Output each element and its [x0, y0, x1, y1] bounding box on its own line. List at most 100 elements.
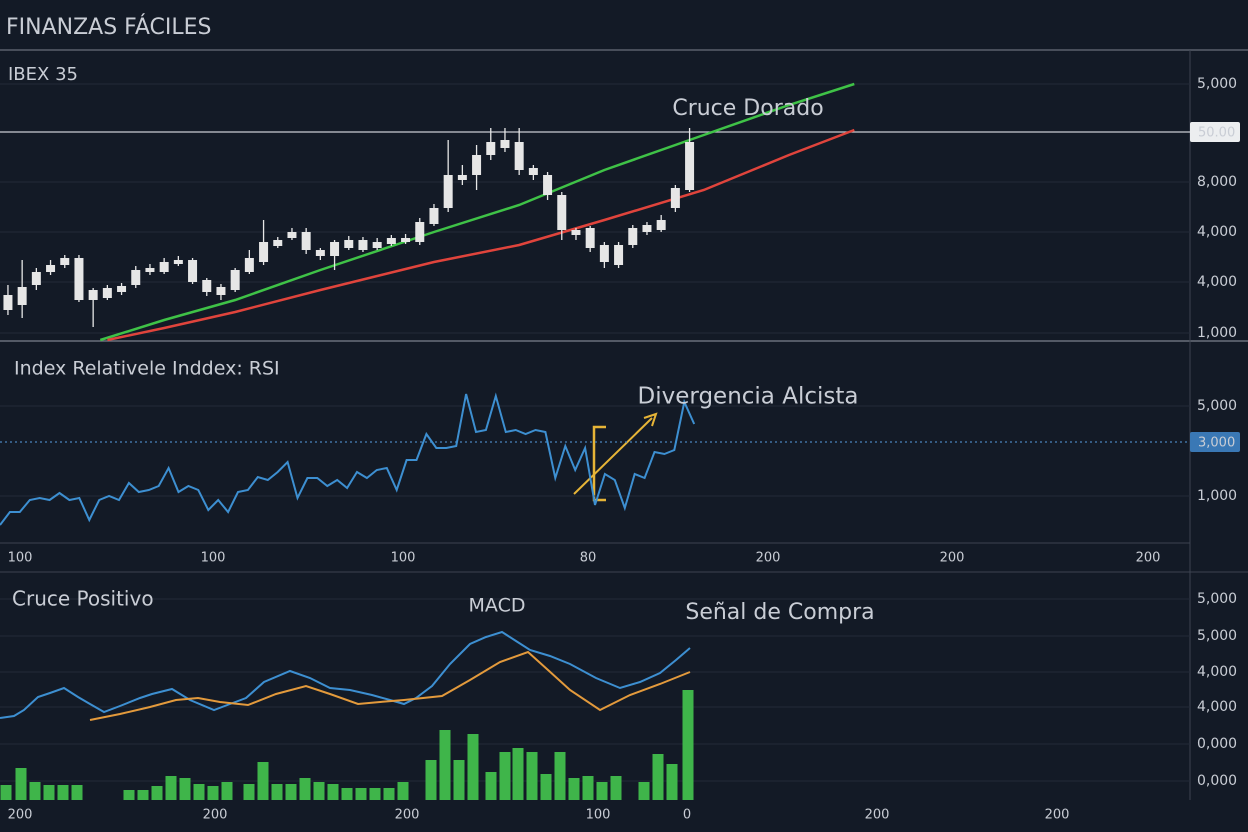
candle-body: [472, 155, 482, 175]
histogram-bar: [257, 762, 269, 800]
time-axis-label: 200: [756, 551, 781, 566]
histogram-bar: [137, 790, 149, 800]
candle-body: [670, 188, 680, 208]
candle-body: [31, 272, 41, 285]
candle-body: [500, 140, 510, 148]
histogram-bar: [467, 734, 479, 800]
histogram-bar: [151, 786, 163, 800]
annotation: Cruce Dorado: [672, 96, 823, 121]
histogram-bar: [439, 730, 451, 800]
histogram-bar: [15, 768, 27, 800]
rsi-line: [0, 392, 696, 526]
candle-body: [287, 232, 297, 238]
candle-body: [244, 258, 254, 272]
histogram-bar: [243, 784, 255, 800]
candle-body: [173, 260, 183, 264]
histogram-bar: [512, 748, 524, 800]
candle-body: [74, 258, 84, 300]
histogram-bar: [43, 785, 55, 800]
candle-body: [259, 242, 269, 262]
histogram-bar: [610, 776, 622, 800]
candle-body: [557, 195, 567, 230]
histogram-bar: [383, 788, 395, 800]
price-axis-label: 5,000: [1197, 591, 1237, 607]
histogram-bar: [682, 690, 694, 800]
candle-body: [614, 245, 624, 265]
histogram-bar: [271, 784, 283, 800]
histogram-bar: [179, 778, 191, 800]
price-axis-label: 0,000: [1197, 773, 1237, 789]
candle-body: [642, 225, 652, 232]
candle-body: [145, 268, 155, 272]
time-axis-label: 200: [203, 808, 228, 823]
histogram-bar: [638, 782, 650, 800]
time-axis-label: 200: [940, 551, 965, 566]
candle-body: [17, 287, 27, 305]
histogram-bar: [327, 784, 339, 800]
price-axis-label: 4,000: [1197, 224, 1237, 240]
candle-body: [656, 220, 666, 230]
candle-body: [131, 270, 141, 285]
histogram-bar: [397, 782, 409, 800]
panel-label: Cruce Positivo: [12, 587, 154, 611]
price-badge: [1190, 122, 1240, 142]
time-axis-label: 200: [395, 808, 420, 823]
histogram-bar: [313, 782, 325, 800]
candle-body: [628, 228, 638, 245]
time-axis-label: 200: [8, 808, 33, 823]
price-axis-label: 5,000: [1197, 628, 1237, 644]
candle-body: [202, 280, 212, 292]
histogram-bar: [57, 785, 69, 800]
histogram-bar: [582, 776, 594, 800]
time-axis-label: 200: [1045, 808, 1070, 823]
time-axis-label: 80: [580, 551, 597, 566]
time-axis-label: 100: [201, 551, 226, 566]
candle-body: [401, 238, 411, 242]
histogram-bar: [666, 764, 678, 800]
candle-body: [88, 290, 98, 300]
divergence-bracket: [592, 425, 606, 502]
histogram-bar: [554, 752, 566, 800]
candle-body: [457, 175, 467, 180]
histogram-bar: [193, 784, 205, 800]
histogram-bar: [0, 785, 12, 800]
candle-body: [685, 142, 695, 190]
arrow-head: [643, 412, 658, 427]
candle-body: [543, 175, 553, 195]
histogram-bar: [165, 776, 177, 800]
panel-title: IBEX 35: [8, 64, 78, 85]
histogram-bar: [568, 778, 580, 800]
candle-body: [102, 288, 112, 298]
price-axis-label: 0,000: [1197, 736, 1237, 752]
candle-body: [216, 287, 226, 295]
histogram-bar: [596, 782, 608, 800]
panel-title: MACD: [469, 595, 526, 617]
candle-body: [358, 240, 368, 250]
histogram-bar: [71, 785, 83, 800]
time-axis-label: 200: [865, 808, 890, 823]
histogram-bar: [453, 760, 465, 800]
histogram-bar: [299, 778, 311, 800]
candle-body: [330, 242, 340, 256]
histogram-bar: [369, 788, 381, 800]
candle-body: [486, 142, 496, 155]
histogram-bar: [526, 752, 538, 800]
moving-average: [99, 82, 855, 342]
moving-average: [107, 128, 855, 342]
candle-body: [273, 240, 283, 246]
candle-body: [315, 250, 325, 256]
histogram-bar: [221, 782, 233, 800]
candle-body: [159, 262, 169, 272]
candle-body: [60, 258, 70, 265]
histogram-bar: [341, 788, 353, 800]
histogram-bar: [499, 752, 511, 800]
price-axis-label: 5,000: [1197, 398, 1237, 414]
divergence-arrow: [573, 417, 653, 495]
panel-title: Index Relativele Inddex: RSI: [14, 358, 280, 380]
price-axis-label: 4,000: [1197, 664, 1237, 680]
histogram-bar: [123, 790, 135, 800]
price-badge: [1190, 432, 1240, 452]
price-axis-label: 4,000: [1197, 274, 1237, 290]
